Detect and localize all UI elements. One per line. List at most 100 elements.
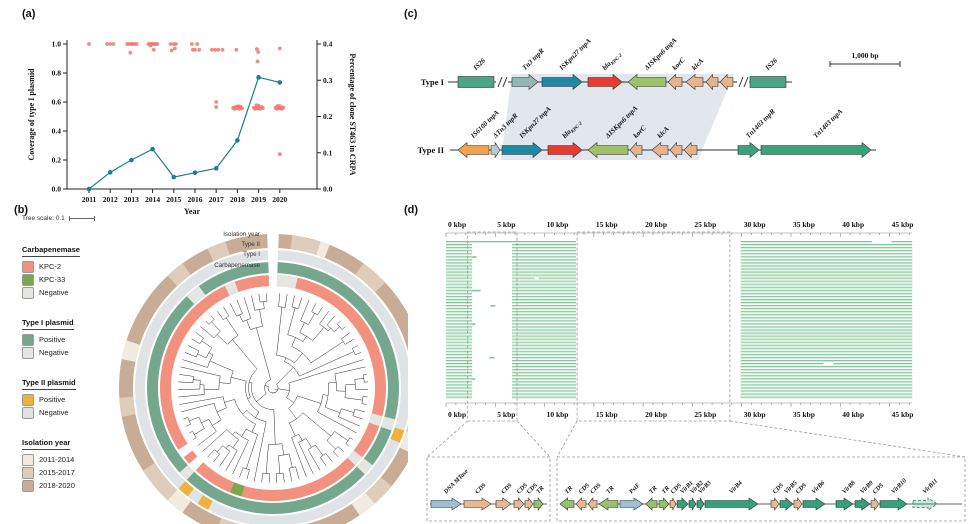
gene-arrow-Tn1403 tnpA <box>760 141 872 159</box>
legend-item: Positive <box>22 393 80 406</box>
ruler-tick-label: 5 kbp <box>497 220 515 229</box>
gene-arrow-TR <box>598 497 619 511</box>
gene-arrow-ΔISKpn6 tnpA <box>627 73 667 91</box>
legend-group-title: Isolation year <box>22 438 71 450</box>
legend-item: Negative <box>22 346 80 359</box>
scatter-points <box>87 42 286 157</box>
gene-arrow-ΔTn3 tnpR <box>490 141 501 159</box>
row-label: Type II <box>417 145 444 155</box>
panel-b: Tree scale: 0.1 Carbapenemase KPC-2 KPC-33… <box>8 203 408 524</box>
legend-item: KPC-33 <box>22 273 80 286</box>
legend-group-type-ii-plasmid: Type II plasmid Positive Negative <box>22 372 80 419</box>
gene-label: VirB10 <box>890 477 909 496</box>
svg-text:2019: 2019 <box>251 195 266 204</box>
gene-arrow-cds <box>719 73 734 91</box>
gene-arrow-IS26 <box>457 76 495 88</box>
svg-text:2012: 2012 <box>103 195 118 204</box>
ring-type-ii-plasmid <box>135 250 408 524</box>
ruler-tick-label: 40 kbp <box>842 410 864 419</box>
coverage-vs-year-chart: 0.0 0.2 0.4 0.6 0.8 1.0 0.0 0.1 0.2 0.3 0.4 2011 201… <box>27 40 357 217</box>
legend-item-label: 2018-2020 <box>39 481 75 490</box>
gene-label: CDS <box>589 481 603 495</box>
gene-arrow-VirB2 <box>688 496 697 512</box>
st463-percentage-line <box>88 76 280 190</box>
ring-label: Isolation year <box>223 231 260 238</box>
gene-arrow-VirB10 <box>879 497 908 511</box>
x-axis-title: Year <box>184 207 200 216</box>
svg-text:0.6: 0.6 <box>52 98 62 107</box>
gene-label: blaKPC-2 <box>601 50 624 73</box>
gene-arrow-VirB9 <box>854 497 871 511</box>
legend-item: Negative <box>22 406 80 419</box>
panel-a: 0.0 0.2 0.4 0.6 0.8 1.0 0.0 0.1 0.2 0.3 0.4 2011 201… <box>20 4 405 217</box>
gene-arrow-Tn1403 tnpR <box>737 141 760 159</box>
gene-label: Tn1403 tnpA <box>812 107 845 140</box>
legend-swatch-icon <box>22 453 34 466</box>
gene-label: CDS <box>577 481 591 495</box>
ruler-bottom: 0 kbp 5 kbp 10 kbp 15 kbp 20 kbp 25 kbp 30 kbp… <box>445 402 913 419</box>
ruler-top: 0 kbp 5 kbp 10 kbp 15 kbp 20 kbp 25 kbp 30 kbp… <box>445 220 913 237</box>
legend-group-title: Carbapenemase <box>22 245 80 257</box>
legend-group-isolation-year: Isolation year 2011-2014 2015-2017 2018-202… <box>22 432 80 492</box>
gene-label: TR <box>563 485 574 496</box>
ruler-tick-label: 35 kbp <box>793 220 815 229</box>
gene-arrow-VirB4 <box>704 497 759 511</box>
gene-arrow-VirB11 <box>912 497 938 511</box>
selection-box-1 <box>467 231 518 422</box>
gene-label: IS26 <box>763 56 779 72</box>
legend-group-carbapenemase: Carbapenemase KPC-2 KPC-33 Negative <box>22 239 80 299</box>
gene-label: CDS <box>474 481 488 495</box>
legend-item-label: Negative <box>39 288 69 297</box>
gene-arrow-DNA MTase <box>430 497 462 511</box>
gene-label: ISKpn27 tnpA <box>557 37 593 73</box>
legend-group-type-i-plasmid: Type I plasmid Positive Negative <box>22 312 80 359</box>
panel-d-label: (d) <box>404 204 419 216</box>
gene-arrow-ISKpn27 tnpA <box>541 73 583 91</box>
legend-group-title: Type I plasmid <box>22 318 74 330</box>
legend-item-label: Negative <box>39 348 69 357</box>
gene-label: TR <box>535 485 546 496</box>
svg-text:2013: 2013 <box>124 195 139 204</box>
legend-item: Negative <box>22 286 80 299</box>
panel-d: 0 kbp 5 kbp 10 kbp 15 kbp 20 kbp 25 kbp 30 kbp… <box>400 205 973 524</box>
plasmid-alignment-map: 0 kbp 5 kbp 10 kbp 15 kbp 20 kbp 25 kbp 30 kbp… <box>426 220 966 522</box>
legend-item: 2011-2014 <box>22 453 80 466</box>
ruler-tick-label: 35 kbp <box>793 410 815 419</box>
svg-text:0.3: 0.3 <box>323 76 333 85</box>
gene-arrow-VirB5 <box>779 497 794 511</box>
gene-label: PstF <box>628 481 642 495</box>
zoom-gene-box-2 <box>556 456 966 522</box>
legend-swatch-icon <box>22 286 34 299</box>
zoom-gene-box-1 <box>426 456 551 522</box>
legend-swatch-icon <box>22 333 34 346</box>
gene-arrow-CDS <box>870 497 880 511</box>
row-label: Type I <box>421 77 445 87</box>
gene-arrow-CDS <box>575 497 587 511</box>
legend-item: 2015-2017 <box>22 466 80 479</box>
svg-text:0.8: 0.8 <box>52 69 62 78</box>
tree-scale-bar-icon <box>68 216 95 221</box>
ring-isolation-year <box>119 234 408 524</box>
left-axis-title: Coverage of type I plasmid <box>27 68 36 161</box>
alignment-rows <box>446 240 913 399</box>
gene-arrow-cds <box>669 141 683 159</box>
gene-arrow-cds <box>683 141 698 159</box>
gene-arrow-korC <box>667 73 683 91</box>
svg-text:2011: 2011 <box>82 195 97 204</box>
transposon-gene-map: 1,000 bp Type I IS26 Tn3 tnpR ISKpn27 tnpA bl… <box>417 36 901 160</box>
ruler-tick-label: 25 kbp <box>694 220 716 229</box>
panel-c: 1,000 bp Type I IS26 Tn3 tnpR ISKpn27 tnpA bl… <box>400 10 973 203</box>
ring-carbapenemase <box>160 275 386 502</box>
ruler-tick-label: 15 kbp <box>596 410 618 419</box>
ring-label: Type II <box>241 241 260 248</box>
legend-item-label: 2011-2014 <box>39 455 75 464</box>
gene-arrow-VirB3 <box>696 496 705 512</box>
svg-text:0.2: 0.2 <box>52 156 62 165</box>
gene-arrow-ΔISKpn6 tnpA <box>587 141 629 159</box>
gene-arrow-CDS <box>793 497 803 511</box>
tree-scale-label: Tree scale: 0.1 <box>22 215 65 222</box>
svg-text:0.4: 0.4 <box>323 40 333 49</box>
gene-arrow-klcA <box>651 141 669 159</box>
